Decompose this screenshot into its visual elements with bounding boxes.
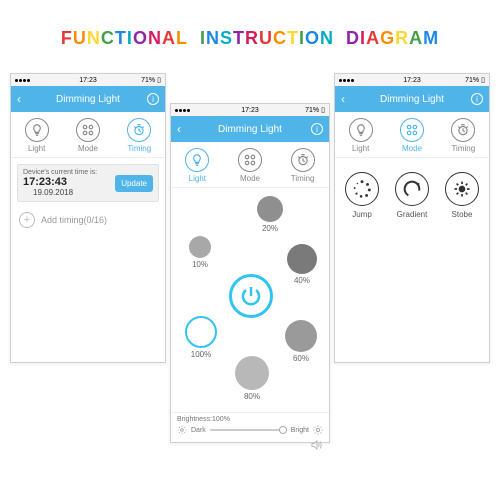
current-time-card: Device's current time is: 17:23:43 19.09…	[17, 164, 159, 202]
bright-icon	[313, 425, 323, 435]
brightness-node[interactable]: 80%	[235, 356, 269, 401]
back-icon[interactable]: ‹	[17, 92, 21, 106]
tab-mode[interactable]: Mode	[76, 118, 100, 153]
phone-timing: 17:23 71%▯ ‹ Dimming Light i Light Mode …	[10, 73, 166, 363]
screens-row: 17:23 71%▯ ‹ Dimming Light i Light Mode …	[0, 55, 500, 453]
info-icon[interactable]: i	[471, 93, 483, 105]
info-icon[interactable]: i	[311, 123, 323, 135]
current-date-value: 19.09.2018	[33, 188, 73, 197]
tabs: Light Mode Timing	[335, 112, 489, 158]
status-bar: 17:23 71%▯	[171, 104, 329, 116]
brightness-label: Brightness:100%	[177, 416, 323, 423]
back-icon[interactable]: ‹	[177, 122, 181, 136]
current-time-label: Device's current time is:	[23, 169, 115, 176]
brightness-node[interactable]: 60%	[285, 320, 317, 363]
plus-icon: +	[19, 212, 35, 228]
tab-mode[interactable]: Mode	[400, 118, 424, 153]
app-header: ‹ Dimming Light i	[11, 86, 165, 112]
timing-icon	[451, 118, 475, 142]
app-header: ‹ Dimming Light i	[335, 86, 489, 112]
app-header: ‹ Dimming Light i	[171, 116, 329, 142]
header-title: Dimming Light	[56, 94, 120, 105]
brightness-node[interactable]: 20%	[257, 196, 283, 233]
mode-jump[interactable]: Jump	[345, 172, 379, 219]
brightness-node[interactable]: 40%	[287, 244, 317, 285]
light-icon	[349, 118, 373, 142]
current-time-value: 17:23:43	[23, 176, 67, 188]
timing-icon	[127, 118, 151, 142]
status-bar: 17:23 71%▯	[11, 74, 165, 86]
status-time: 17:23	[79, 77, 97, 84]
tabs: Light Mode Timing	[11, 112, 165, 158]
add-timing-label: Add timing(0/16)	[41, 215, 107, 225]
phone-mode: 17:23 71%▯ ‹ Dimming Light i Light Mode …	[334, 73, 490, 363]
tab-light[interactable]: Light	[25, 118, 49, 153]
tabs: Light Mode Timing	[171, 142, 329, 188]
page-title: FUNCTIONAL INSTRUCTION DIAGRAM	[0, 0, 500, 55]
mode-strobe[interactable]: Stobe	[445, 172, 479, 219]
add-timing-row[interactable]: + Add timing(0/16)	[17, 208, 159, 232]
tab-mode[interactable]: Mode	[238, 148, 262, 183]
tab-timing[interactable]: Timing	[451, 118, 475, 153]
brightness-row: Brightness:100% Dark Bright	[171, 412, 329, 438]
info-icon[interactable]: i	[147, 93, 159, 105]
mode-icon	[238, 148, 262, 172]
mode-icon	[400, 118, 424, 142]
brightness-wheel: 20% 10% 40% 100% 60% 80%	[171, 188, 329, 412]
update-button[interactable]: Update	[115, 175, 153, 192]
phone-light: 17:23 71%▯ ‹ Dimming Light i Light Mode …	[170, 103, 330, 443]
light-icon	[185, 148, 209, 172]
brightness-node[interactable]: 10%	[189, 236, 211, 269]
power-button[interactable]	[229, 274, 273, 318]
mode-icon	[76, 118, 100, 142]
tab-light[interactable]: Light	[185, 148, 209, 183]
strobe-icon	[445, 172, 479, 206]
tab-light[interactable]: Light	[349, 118, 373, 153]
dark-icon	[177, 425, 187, 435]
jump-icon	[345, 172, 379, 206]
mode-gradient[interactable]: Gradient	[395, 172, 429, 219]
brightness-slider[interactable]: Dark Bright	[177, 425, 323, 435]
tab-timing[interactable]: Timing	[291, 148, 315, 183]
timing-icon	[291, 148, 315, 172]
tab-timing[interactable]: Timing	[127, 118, 151, 153]
back-icon[interactable]: ‹	[341, 92, 345, 106]
light-icon	[25, 118, 49, 142]
status-bar: 17:23 71%▯	[335, 74, 489, 86]
brightness-node[interactable]: 100%	[185, 316, 217, 359]
speaker-icon[interactable]	[171, 438, 329, 456]
mode-list: Jump Gradient Stobe	[335, 158, 489, 233]
gradient-icon	[395, 172, 429, 206]
